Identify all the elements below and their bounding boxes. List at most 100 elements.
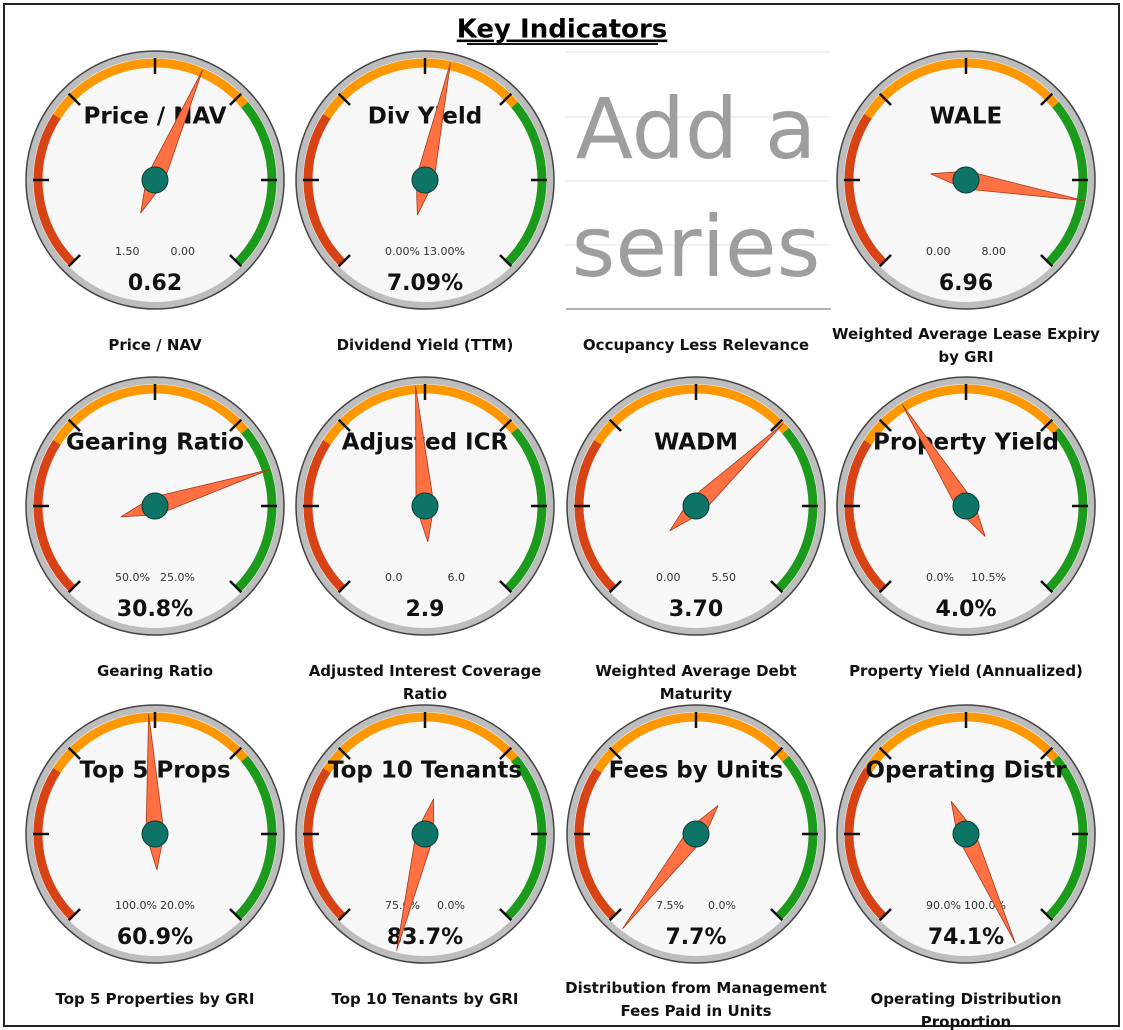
- gauge-band: [504, 755, 547, 920]
- gauge-tick: [878, 746, 892, 760]
- gauge-band: [844, 113, 887, 266]
- gauge-hub: [682, 820, 710, 848]
- gauge-title: Div Yield: [368, 104, 482, 130]
- gauge-band: [844, 767, 887, 920]
- dashboard-title: Key Indicators: [457, 15, 668, 45]
- gauge-end-tick: [499, 908, 513, 922]
- gauge-title: Top 10 Tenants: [328, 758, 522, 784]
- gauge-band: [864, 712, 1060, 773]
- gauge-end-tick: [337, 254, 351, 268]
- gauge-caption-box: Gearing Ratio: [96, 662, 214, 680]
- gauge-band: [234, 755, 277, 920]
- gauge-end-label: 25.0%: [160, 571, 195, 584]
- gauge-title: Price / NAV: [83, 104, 226, 130]
- gauge-tick: [337, 746, 351, 760]
- gauge-caption-box: Top 10 Tenants by GRI: [332, 990, 519, 1008]
- gauge-band: [504, 427, 547, 592]
- gauge-end-tick: [770, 908, 784, 922]
- gauge-end-label: 5.50: [712, 571, 737, 584]
- gauge-caption-box: Adjusted Interest Coverage Ratio: [308, 662, 542, 703]
- gauge-end-tick: [878, 908, 892, 922]
- gauge-band: [303, 439, 346, 592]
- gauge-end-label: 0.00: [926, 245, 951, 258]
- gauge-end-tick: [1040, 580, 1054, 594]
- gauge-tick: [499, 746, 513, 760]
- gauge-end-label: 8.00: [982, 245, 1007, 258]
- gauge-end-tick: [499, 580, 513, 594]
- gauge-band: [53, 384, 249, 445]
- gauge-caption: Weighted Average Lease Expiry by GRI: [832, 324, 1100, 366]
- gauge-end-label: 1.50: [115, 245, 140, 258]
- gauge-value-label: 2.9: [406, 597, 445, 622]
- placeholder-text: Add a series: [571, 80, 821, 296]
- gauge-end-tick: [878, 254, 892, 268]
- gauge-caption-box: Top 5 Properties by GRI: [55, 990, 255, 1008]
- gauge-title: WADM: [654, 430, 738, 456]
- gauge-hub: [411, 820, 439, 848]
- gauge-hub: [141, 820, 169, 848]
- gauge-caption: Dividend Yield (TTM): [336, 336, 514, 354]
- gauge-value-label: 4.0%: [935, 597, 996, 622]
- gauge-caption: Gearing Ratio: [96, 662, 214, 680]
- gauge-caption: Adjusted Interest Coverage Ratio: [308, 662, 542, 703]
- gauge-end-tick: [608, 908, 622, 922]
- gauge-tick: [67, 746, 81, 760]
- gauge-band: [33, 113, 76, 266]
- gauge-band: [303, 767, 346, 920]
- gauge-tick: [1040, 92, 1054, 106]
- gauge-caption: Weighted Average Debt Maturity: [595, 662, 797, 703]
- gauge-tick: [878, 418, 892, 432]
- gauge-tick: [770, 418, 784, 432]
- gauge-caption: Occupancy Less Relevance: [582, 336, 810, 354]
- gauge-value-label: 7.7%: [665, 925, 726, 950]
- gauge-end-label: 90.0%: [926, 899, 961, 912]
- gauge-band: [574, 767, 617, 920]
- gauge-band: [234, 427, 277, 592]
- gauge-caption-box: Property Yield (Annualized): [849, 662, 1083, 680]
- gauge-band: [303, 113, 346, 266]
- gauge-title: Property Yield: [873, 430, 1059, 456]
- gauge-band: [775, 427, 818, 592]
- gauge-end-tick: [337, 908, 351, 922]
- gauge-band: [594, 384, 790, 445]
- gauge-band: [323, 384, 519, 445]
- gauge-end-tick: [67, 580, 81, 594]
- gauge-end-tick: [229, 580, 243, 594]
- gauge-end-label: 13.00%: [423, 245, 465, 258]
- gauge-end-tick: [878, 580, 892, 594]
- gauge-caption: Distribution from Management Fees Paid i…: [565, 978, 827, 1020]
- gauge-band: [1045, 427, 1088, 592]
- gauge-end-label: 7.5%: [656, 899, 684, 912]
- gauge-tick: [1040, 746, 1054, 760]
- gauge-tick: [229, 418, 243, 432]
- gauge-end-label: 0.0%: [437, 899, 465, 912]
- gauge-band: [775, 755, 818, 920]
- gauge-end-label: 0.0%: [926, 571, 954, 584]
- gauge-end-label: 6.0: [448, 571, 466, 584]
- gauge-tick: [229, 92, 243, 106]
- gauge-end-label: 75.0%: [385, 899, 420, 912]
- gauge-end-tick: [337, 580, 351, 594]
- gauge-band: [864, 58, 1060, 119]
- gauge-end-tick: [67, 908, 81, 922]
- gauge-tick: [499, 92, 513, 106]
- gauge-tick: [229, 746, 243, 760]
- gauge-hub: [682, 492, 710, 520]
- gauge-caption-box: Dividend Yield (TTM): [336, 336, 514, 354]
- gauge-end-label: 0.00: [171, 245, 196, 258]
- gauge-band: [234, 101, 277, 266]
- gauge-caption-box: Distribution from Management Fees Paid i…: [565, 978, 827, 1020]
- gauge-title: Operating Distr: [865, 758, 1067, 784]
- gauge-caption: Top 5 Properties by GRI: [55, 990, 255, 1008]
- gauge-caption: Operating Distribution Proportion: [870, 990, 1062, 1030]
- gauge-end-tick: [229, 254, 243, 268]
- gauge-title: Gearing Ratio: [66, 430, 244, 456]
- gauge-tick: [67, 92, 81, 106]
- gauge-hub: [952, 166, 980, 194]
- gauge-end-tick: [229, 908, 243, 922]
- gauge-band: [504, 101, 547, 266]
- gauge-end-label: 0.00: [656, 571, 681, 584]
- gauge-caption-box: Operating Distribution Proportion: [870, 990, 1062, 1030]
- gauge-band: [323, 712, 519, 773]
